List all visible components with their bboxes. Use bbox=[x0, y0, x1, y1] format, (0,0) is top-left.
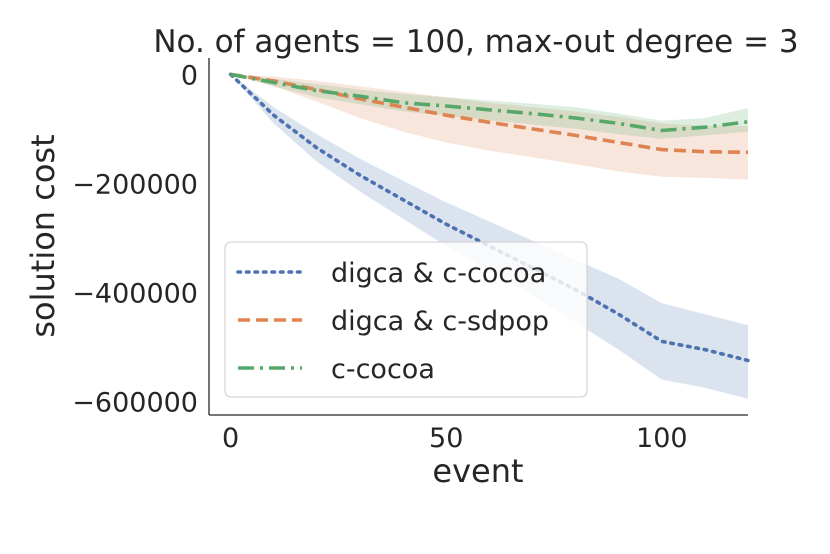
y-tick-label: −200000 bbox=[72, 169, 198, 200]
x-tick-label: 50 bbox=[429, 423, 463, 454]
x-tick-label: 100 bbox=[636, 423, 688, 454]
chart-title: No. of agents = 100, max-out degree = 3 bbox=[153, 24, 798, 60]
y-tick-labels: 0 −200000 −400000 −600000 bbox=[72, 60, 198, 418]
series-line-digca-c-cocoa bbox=[228, 72, 750, 363]
y-tick-label: −600000 bbox=[72, 387, 198, 418]
y-tick-label: −400000 bbox=[72, 278, 198, 309]
series-line-digca-c-sdpop bbox=[230, 72, 749, 155]
series-line-c-cocoa bbox=[230, 72, 749, 133]
x-axis-label: event bbox=[432, 452, 523, 490]
band-c-cocoa bbox=[230, 74, 749, 139]
y-tick-label: 0 bbox=[181, 60, 198, 91]
x-tick-labels: 0 50 100 bbox=[222, 423, 688, 454]
band-digca-c-cocoa bbox=[230, 74, 749, 399]
legend-label-c-cocoa: c-cocoa bbox=[331, 354, 435, 385]
series-lines bbox=[228, 72, 750, 363]
y-axis-label: solution cost bbox=[24, 134, 62, 337]
x-tick-label: 0 bbox=[222, 423, 239, 454]
legend-label-digca-c-cocoa: digca & c-cocoa bbox=[331, 258, 546, 289]
legend-frame bbox=[224, 241, 588, 398]
legend-label-digca-c-sdpop: digca & c-sdpop bbox=[331, 306, 549, 337]
legend: digca & c-cocoa digca & c-sdpop c-cocoa bbox=[224, 241, 588, 398]
